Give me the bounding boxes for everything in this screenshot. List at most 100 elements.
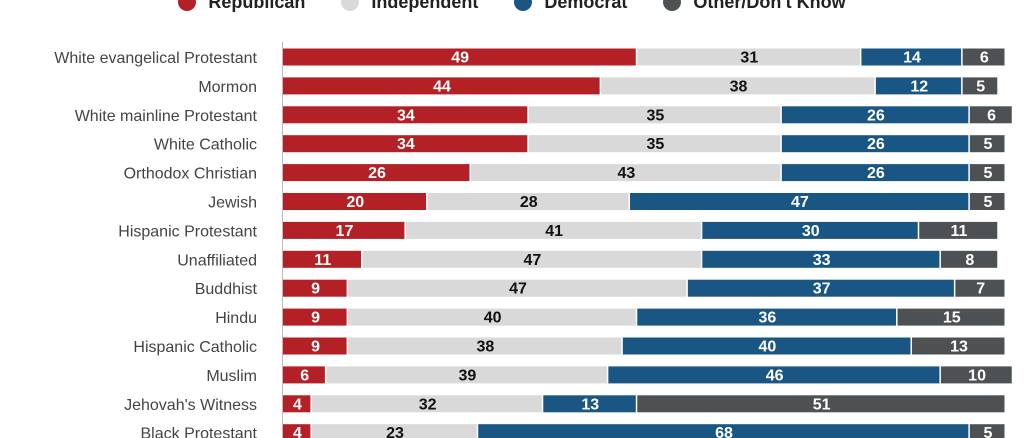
- bar-independent-white-catholic: [528, 135, 781, 153]
- value-label-independent-hispanic-catholic: 38: [477, 339, 495, 356]
- bar-other-don-t-know-white-catholic: [969, 135, 1005, 153]
- value-label-democrat-muslim: 46: [766, 367, 784, 384]
- value-label-democrat-black-protestant: 68: [715, 425, 733, 438]
- value-label-republican-white-catholic: 34: [397, 136, 415, 153]
- legend-label-independent: Independent: [371, 0, 479, 12]
- bar-republican-buddhist: [283, 279, 347, 297]
- category-label-hispanic-protestant: Hispanic Protestant: [118, 223, 257, 240]
- category-label-mormon: Mormon: [198, 79, 257, 96]
- value-label-democrat-white-evangelical-protestant: 14: [903, 50, 921, 67]
- bar-democrat-hindu: [637, 308, 897, 326]
- value-label-democrat-hispanic-catholic: 40: [759, 339, 777, 356]
- legend-item-other: Other/Don't Know: [663, 0, 846, 13]
- legend-swatch-other: [663, 0, 682, 11]
- category-label-hispanic-catholic: Hispanic Catholic: [133, 339, 257, 356]
- value-label-independent-black-protestant: 23: [386, 425, 404, 438]
- category-label-orthodox-christian: Orthodox Christian: [124, 166, 257, 183]
- legend-label-other: Other/Don't Know: [693, 0, 846, 12]
- value-label-independent-muslim: 39: [458, 367, 476, 384]
- legend-item-democrat: Democrat: [514, 0, 627, 13]
- category-label-white-catholic: White Catholic: [154, 137, 257, 154]
- value-label-independent-hispanic-protestant: 41: [545, 223, 563, 240]
- category-label-black-protestant: Black Protestant: [141, 426, 258, 438]
- value-label-democrat-hindu: 36: [759, 310, 777, 327]
- legend-label-democrat: Democrat: [544, 0, 628, 12]
- value-label-republican-unaffiliated: 11: [314, 252, 331, 269]
- bar-democrat-jehovah-s-witness: [543, 395, 636, 413]
- bar-other-don-t-know-orthodox-christian: [969, 164, 1005, 182]
- value-label-republican-jehovah-s-witness: 4: [293, 396, 302, 413]
- value-label-independent-orthodox-christian: 43: [618, 165, 636, 182]
- value-label-independent-mormon: 38: [730, 78, 748, 95]
- bar-republican-jehovah-s-witness: [283, 395, 311, 413]
- value-label-other-don-t-know-jehovah-s-witness: 51: [813, 396, 831, 413]
- bar-republican-unaffiliated: [283, 250, 362, 268]
- legend-swatch-democrat: [514, 0, 533, 11]
- value-label-republican-mormon: 44: [433, 78, 451, 95]
- bar-other-don-t-know-black-protestant: [969, 424, 1005, 438]
- value-label-republican-buddhist: 9: [311, 281, 320, 298]
- bar-democrat-hispanic-catholic: [622, 337, 911, 355]
- bar-independent-hindu: [348, 308, 636, 326]
- value-label-other-don-t-know-black-protestant: 5: [983, 425, 992, 438]
- value-label-independent-hindu: 40: [484, 310, 502, 327]
- bar-independent-orthodox-christian: [470, 164, 781, 182]
- bar-independent-jewish: [427, 193, 629, 210]
- bar-democrat-hispanic-protestant: [702, 221, 918, 239]
- value-label-independent-white-catholic: 35: [646, 136, 664, 153]
- bar-independent-hispanic-catholic: [348, 337, 622, 355]
- bar-independent-black-protestant: [311, 424, 477, 438]
- value-label-other-don-t-know-hispanic-catholic: 13: [950, 339, 968, 356]
- value-label-republican-white-mainline-protestant: 34: [397, 107, 415, 124]
- bar-democrat-mormon: [875, 77, 962, 95]
- value-label-democrat-buddhist: 37: [813, 281, 831, 298]
- category-label-white-mainline-protestant: White mainline Protestant: [75, 108, 258, 125]
- value-label-independent-jehovah-s-witness: 32: [419, 396, 437, 413]
- value-label-other-don-t-know-white-mainline-protestant: 6: [987, 107, 996, 124]
- chart-legend: Republican Independent Democrat Other/Do…: [0, 0, 1024, 14]
- category-label-unaffiliated: Unaffiliated: [177, 252, 257, 269]
- bar-republican-white-evangelical-protestant: [283, 48, 636, 66]
- value-label-other-don-t-know-buddhist: 7: [976, 281, 985, 298]
- category-label-jehovah-s-witness: Jehovah's Witness: [124, 397, 257, 414]
- category-label-jewish: Jewish: [208, 195, 257, 212]
- value-label-republican-hispanic-protestant: 17: [336, 223, 354, 240]
- category-label-white-evangelical-protestant: White evangelical Protestant: [54, 50, 257, 67]
- bar-republican-white-catholic: [283, 135, 528, 153]
- category-label-muslim: Muslim: [206, 368, 257, 385]
- bar-other-don-t-know-muslim: [940, 366, 1012, 384]
- legend-swatch-republican: [178, 0, 197, 11]
- value-label-independent-jewish: 28: [520, 194, 538, 211]
- value-label-republican-muslim: 6: [300, 367, 309, 384]
- bar-democrat-white-catholic: [781, 135, 969, 153]
- bar-other-don-t-know-unaffiliated: [940, 250, 998, 268]
- legend-item-independent: Independent: [341, 0, 478, 13]
- value-label-republican-orthodox-christian: 26: [368, 165, 386, 182]
- value-label-republican-black-protestant: 4: [293, 425, 302, 438]
- legend-item-republican: Republican: [178, 0, 305, 13]
- bar-independent-jehovah-s-witness: [311, 395, 542, 413]
- bar-other-don-t-know-jewish: [969, 193, 1005, 210]
- bar-republican-hispanic-catholic: [283, 337, 347, 355]
- value-label-republican-white-evangelical-protestant: 49: [451, 50, 469, 67]
- value-label-other-don-t-know-hindu: 15: [943, 310, 961, 327]
- legend-label-republican: Republican: [208, 0, 306, 12]
- value-label-other-don-t-know-orthodox-christian: 5: [983, 165, 992, 182]
- value-label-independent-buddhist: 47: [509, 281, 527, 298]
- value-label-other-don-t-know-unaffiliated: 8: [965, 252, 974, 269]
- bar-other-don-t-know-jehovah-s-witness: [637, 395, 1005, 413]
- value-label-democrat-orthodox-christian: 26: [867, 165, 885, 182]
- value-label-democrat-mormon: 12: [910, 78, 928, 95]
- bar-other-don-t-know-white-mainline-protestant: [969, 106, 1012, 124]
- bar-democrat-unaffiliated: [702, 250, 940, 268]
- bar-republican-hindu: [283, 308, 347, 326]
- bar-independent-buddhist: [348, 279, 687, 297]
- bar-democrat-muslim: [608, 366, 940, 384]
- value-label-other-don-t-know-hispanic-protestant: 11: [951, 223, 968, 240]
- value-label-other-don-t-know-white-evangelical-protestant: 6: [980, 50, 989, 67]
- bar-other-don-t-know-hispanic-protestant: [919, 221, 998, 239]
- bar-independent-unaffiliated: [362, 250, 701, 268]
- legend-swatch-independent: [341, 0, 360, 11]
- bar-republican-jewish: [283, 193, 427, 210]
- value-label-independent-white-evangelical-protestant: 31: [740, 50, 758, 67]
